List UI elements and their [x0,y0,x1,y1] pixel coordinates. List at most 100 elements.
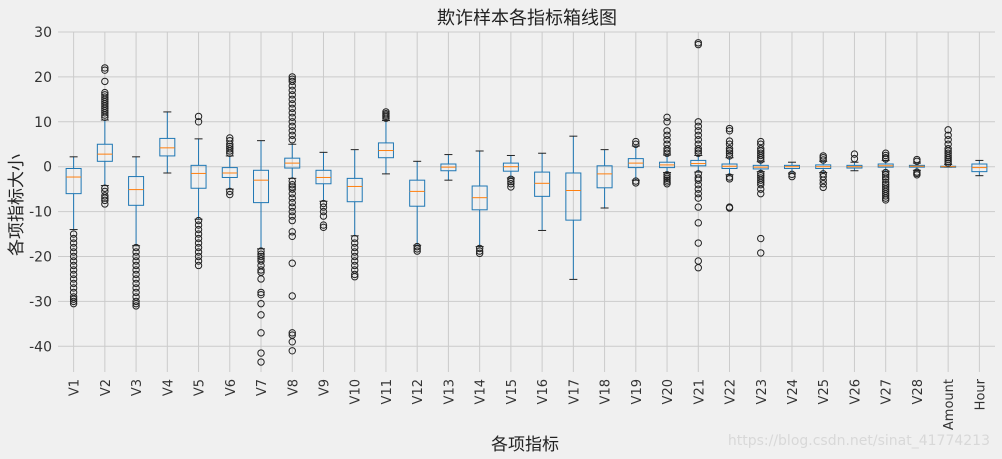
outlier-point [288,329,296,337]
outlier-point [319,212,328,220]
outlier-point [881,192,890,200]
outlier-point [725,124,734,133]
outlier-point [694,185,702,193]
outlier-point [757,249,765,257]
x-tick-label: V28 [911,379,926,404]
box [159,137,176,157]
outlier-point [257,257,265,265]
outlier-point [413,245,421,253]
outlier-point [69,239,78,247]
box [565,172,582,221]
outlier-point [663,140,671,148]
outlier-point [663,145,671,153]
outlier-point [101,64,109,72]
outlier-point [288,180,296,189]
outlier-point [507,180,515,188]
outlier-point [257,299,265,308]
y-tick-label: 0 [43,160,52,176]
outlier-point [132,243,140,252]
outlier-point [632,140,640,148]
outlier-point [101,93,109,101]
outlier-point [757,185,765,193]
chart-title: 欺诈样本各指标箱线图 [437,8,617,29]
outlier-point [694,219,702,227]
outlier-point [694,264,702,272]
outlier-point [881,196,890,204]
x-tick-label: V9 [317,379,332,396]
outlier-point [194,243,203,252]
outlier-point [819,172,827,181]
outlier-point [694,39,702,47]
x-tick-label: Hour [973,378,988,410]
outlier-point [132,297,140,306]
outlier-point [819,180,827,188]
outlier-point [881,154,890,162]
outlier-point [194,257,203,265]
box [253,169,270,204]
outlier-point [101,194,109,202]
outlier-point [288,100,296,108]
outlier-point [257,358,265,366]
outlier-point [288,347,296,355]
outlier-point [288,75,296,83]
x-tick-label: V17 [567,379,582,404]
outlier-point [694,180,702,189]
x-tick-label: V24 [786,379,801,404]
outlier-point [288,194,296,202]
x-tick-label: V23 [755,379,770,404]
outlier-point [288,95,296,104]
outlier-point [413,247,421,255]
outlier-point [288,212,296,220]
outlier-point [757,234,765,243]
outlier-point [132,275,140,283]
x-tick-label: V1 [68,379,83,396]
outlier-point [632,179,640,187]
outlier-point [101,66,109,74]
outlier-point [288,77,296,86]
x-tick-label: V16 [536,379,551,404]
outlier-point [351,243,359,252]
outlier-point [257,288,265,297]
plot-area: 30 20 10 0 -10 -20 -30 -40 V1 V2 V3 V4 V5 V6 V7 V8 V9 V10… [29,25,995,430]
outlier-point [69,230,78,238]
x-tick-label: V13 [442,379,457,404]
outlier-point [288,198,296,207]
x-tick-label: V6 [224,379,239,396]
outlier-point [319,203,328,211]
outlier-point [475,244,484,253]
outlier-point [944,126,952,134]
outlier-point [475,247,484,255]
outlier-point [69,299,78,308]
outlier-point [757,145,765,153]
outlier-point [319,223,328,232]
outlier-point [913,155,921,164]
outlier-point [663,127,671,135]
outlier-point [663,131,671,139]
x-tick-label: V11 [380,379,395,404]
outlier-point [288,216,296,225]
outlier-point [69,266,78,274]
outlier-point [69,234,78,243]
outlier-point [226,190,234,199]
outlier-point [101,91,109,99]
x-tick-label: V10 [349,379,364,404]
outlier-point [944,149,952,157]
outlier-point [69,252,78,261]
outlier-point [257,290,265,299]
outlier-point [351,248,359,256]
x-tick-label: V15 [505,379,520,404]
outlier-point [850,154,859,163]
outlier-point [288,131,296,139]
outlier-point [288,86,296,95]
outlier-point [944,136,952,144]
outlier-point [757,180,765,189]
outlier-point [288,118,296,126]
outlier-point [101,200,109,208]
outlier-point [288,259,296,267]
y-tick-label: -20 [29,250,52,266]
outlier-point [819,183,827,192]
box [409,179,426,207]
outlier-point [226,136,234,145]
outlier-point [663,180,671,188]
outlier-point [194,221,203,229]
